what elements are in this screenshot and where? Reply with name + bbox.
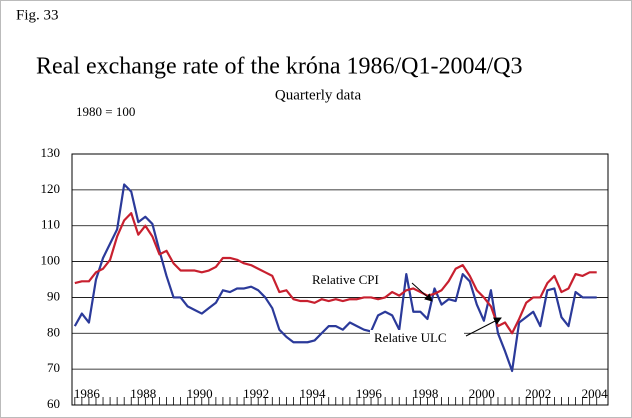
annotation-arrow: [465, 317, 502, 337]
x-tick-label: 1992: [243, 386, 269, 401]
annotation: Relative CPI: [312, 272, 379, 287]
x-tick-label: 1986: [74, 386, 101, 401]
annotation-bg: [308, 272, 400, 290]
series-line: [74, 212, 597, 335]
x-tick-label: 1998: [412, 386, 438, 401]
annotation: Relative ULC: [374, 330, 447, 345]
x-tick-label: 1990: [187, 386, 213, 401]
y-tick-label: 70: [47, 360, 60, 375]
x-tick-label: 2004: [582, 386, 609, 401]
y-tick-label: 90: [47, 288, 60, 303]
annotation-bg: [370, 330, 464, 348]
x-tick-label: 2002: [525, 386, 551, 401]
plot-area: [71, 153, 609, 406]
x-tick-label: 1996: [356, 386, 383, 401]
y-tick-label: 130: [41, 145, 61, 160]
series-line: [73, 183, 597, 373]
annotation-arrow: [411, 282, 433, 302]
y-axis-label: 1980 = 100: [76, 104, 135, 119]
fig-label: Fig. 33: [16, 7, 59, 23]
y-tick-label: 80: [47, 324, 60, 339]
y-tick-label: 120: [41, 181, 61, 196]
y-tick-label: 110: [41, 217, 60, 232]
chart-title: Real exchange rate of the króna 1986/Q1-…: [36, 54, 523, 80]
y-tick-label: 100: [41, 253, 61, 268]
x-tick-label: 1994: [300, 386, 327, 401]
x-tick-label: 2000: [469, 386, 495, 401]
y-tick-label: 60: [47, 396, 60, 411]
chart-subtitle: Quarterly data: [275, 87, 362, 103]
x-tick-label: 1988: [130, 386, 156, 401]
